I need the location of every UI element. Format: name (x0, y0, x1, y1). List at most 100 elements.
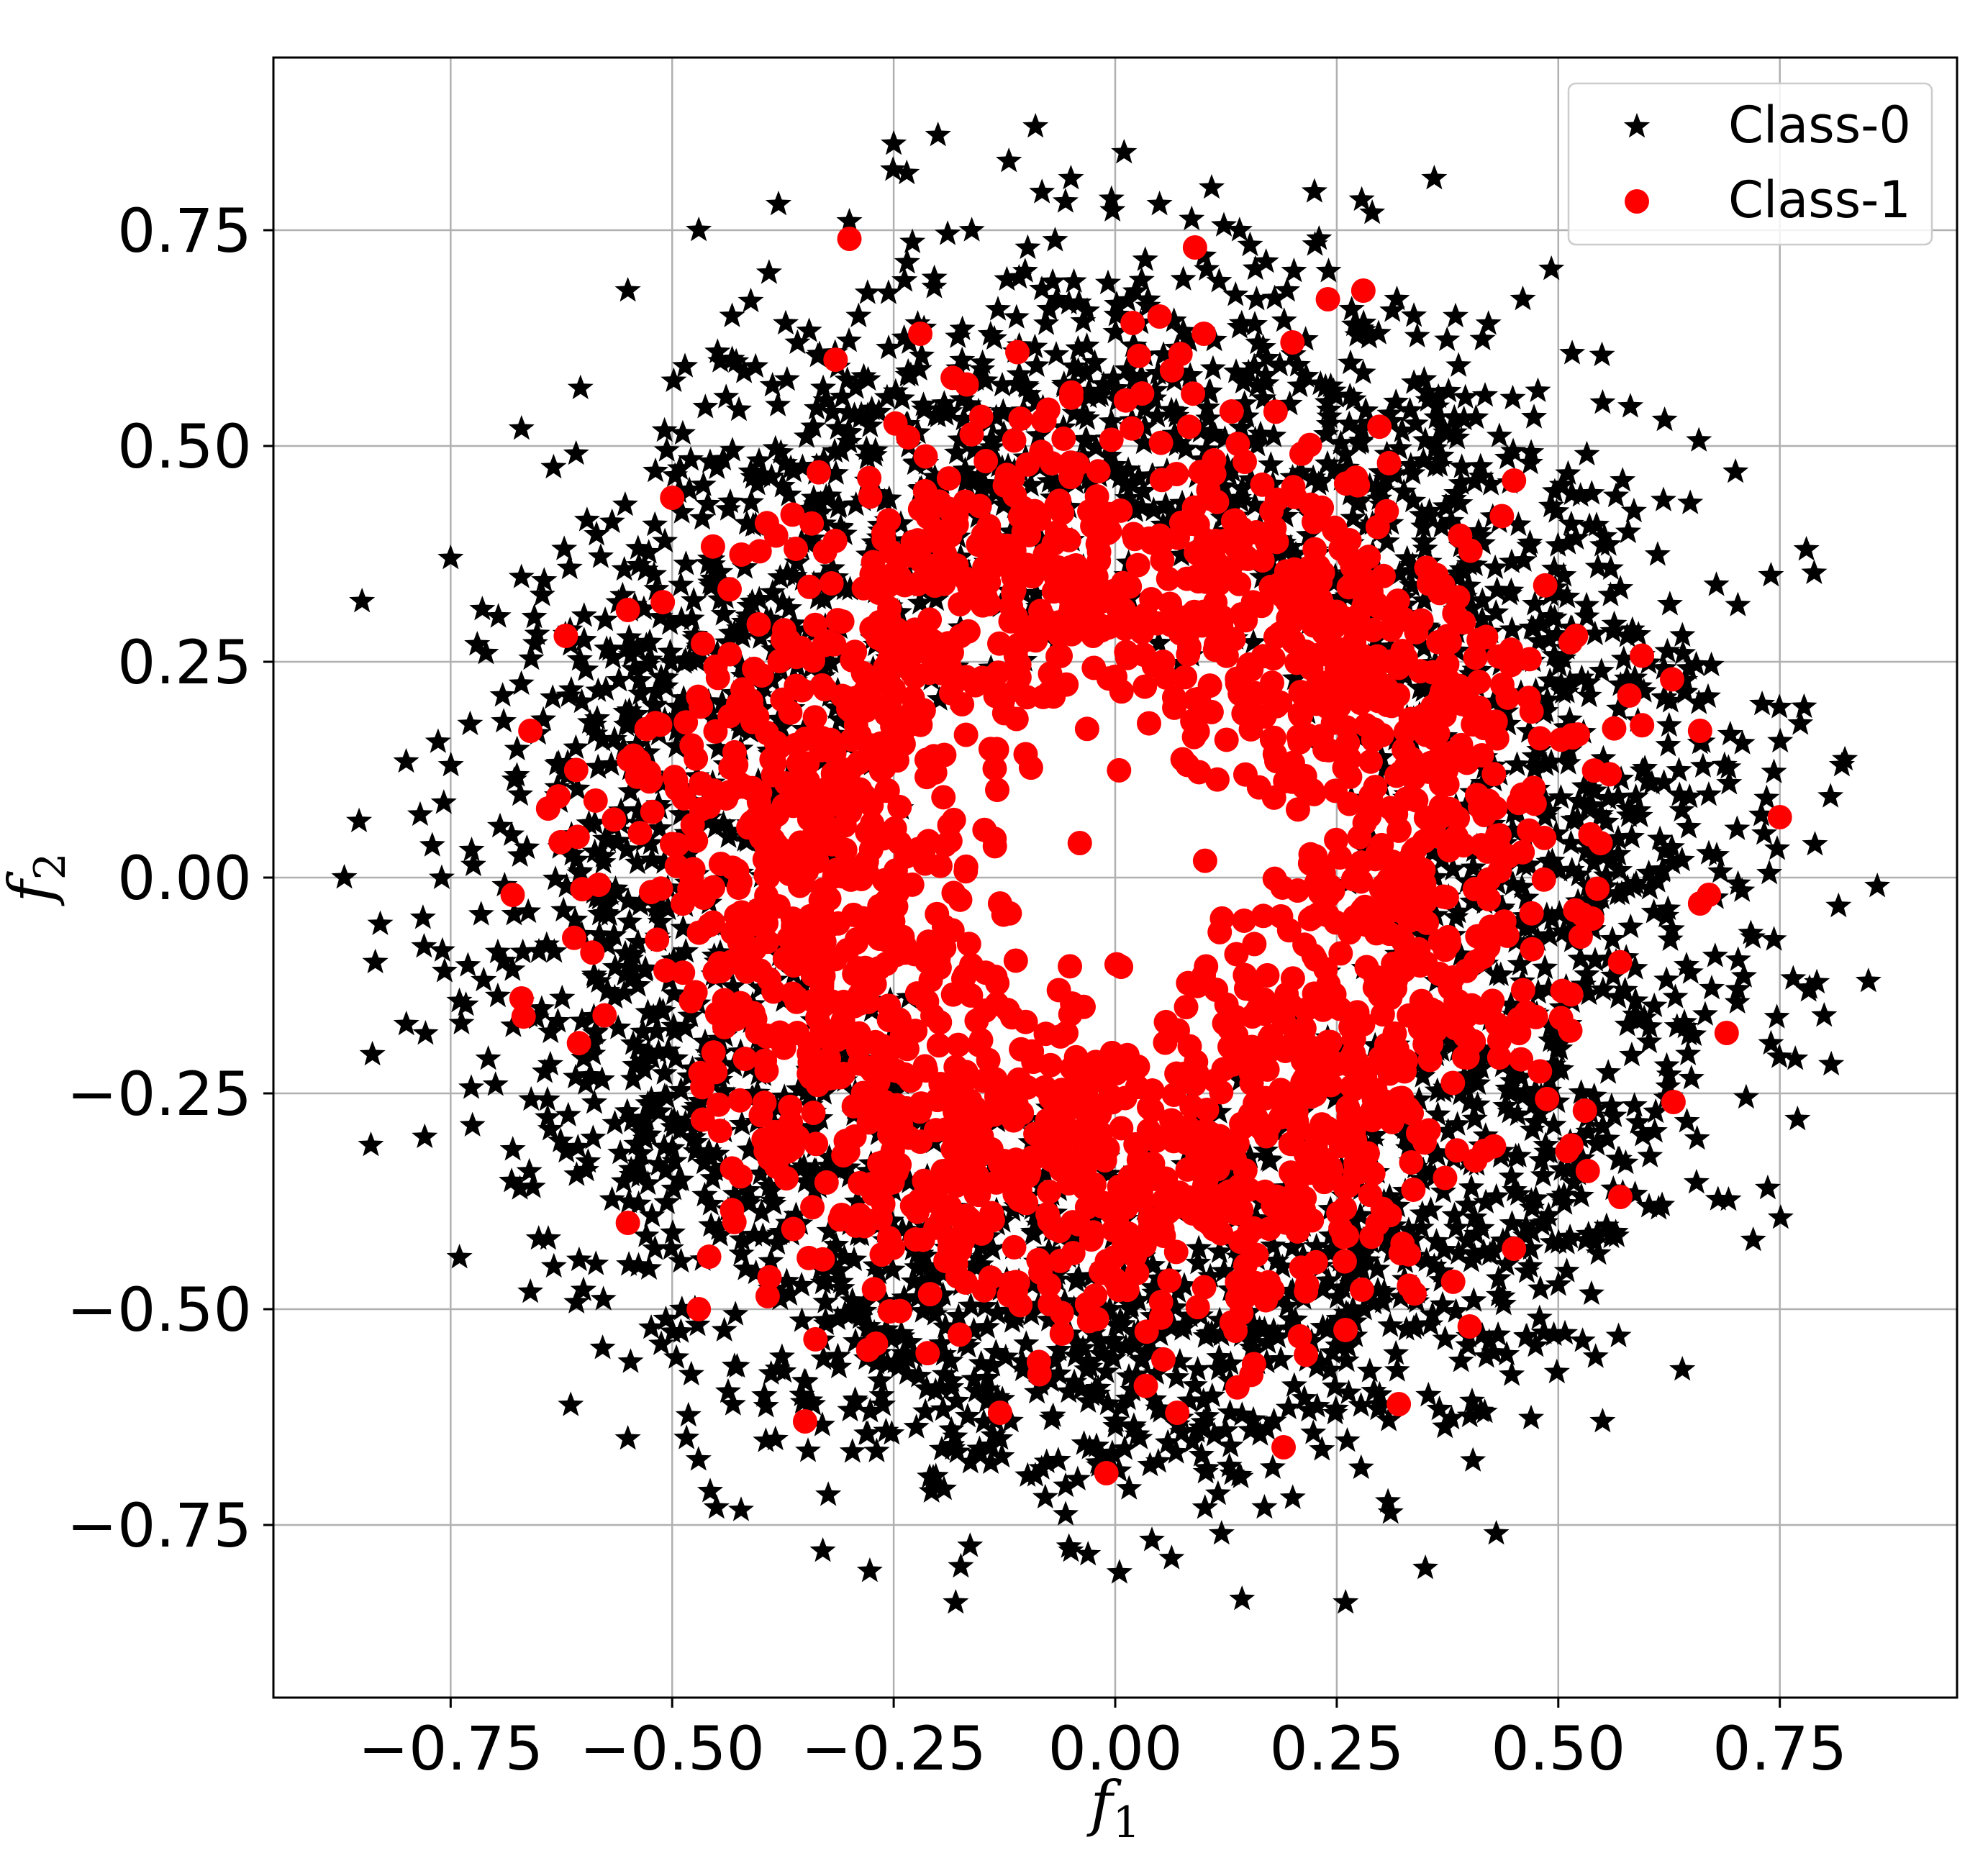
class-1-point (1397, 1003, 1422, 1028)
class-0-point (1492, 1093, 1519, 1118)
class-0-point (1386, 434, 1413, 460)
class-1-point (1391, 929, 1416, 954)
class-1-point (1379, 1109, 1404, 1134)
class-0-point (907, 589, 934, 615)
class-1-point (987, 1151, 1012, 1176)
class-0-point (1458, 1387, 1485, 1413)
class-0-point (606, 667, 632, 692)
class-0-point (1473, 1188, 1499, 1214)
class-0-point (843, 491, 869, 516)
class-0-point (890, 1339, 917, 1365)
class-0-point (1306, 225, 1333, 250)
class-0-point (565, 1134, 591, 1159)
class-0-point (980, 1421, 1007, 1447)
class-0-point (1695, 781, 1722, 806)
class-1-point (1255, 962, 1280, 988)
class-0-point (863, 1437, 890, 1462)
class-0-point (1610, 467, 1636, 492)
class-0-point (1764, 1003, 1790, 1029)
class-1-point (945, 1032, 971, 1057)
class-0-point (1467, 522, 1494, 547)
class-0-point (1115, 287, 1141, 312)
class-0-point (855, 1157, 882, 1183)
class-0-point (623, 1130, 650, 1156)
class-0-point (1471, 382, 1499, 407)
class-1-point (948, 591, 973, 616)
class-1-point (931, 785, 956, 810)
class-0-point (900, 1268, 927, 1293)
class-0-point (748, 624, 774, 649)
class-1-point (1440, 1269, 1466, 1294)
class-0-point (1210, 211, 1238, 237)
class-0-point (1241, 352, 1268, 378)
class-0-point (1656, 711, 1682, 737)
class-1-point (987, 631, 1012, 656)
class-0-point (1612, 1149, 1639, 1175)
class-1-point (806, 460, 831, 485)
class-0-point (874, 1350, 901, 1375)
class-0-point (1520, 1090, 1547, 1116)
class-0-point (684, 647, 711, 673)
class-0-point (1407, 675, 1433, 700)
class-0-point (966, 1439, 992, 1465)
class-0-point (1605, 983, 1632, 1009)
class-0-point (625, 1034, 652, 1060)
class-0-point (1205, 1355, 1232, 1380)
class-0-point (605, 1014, 632, 1039)
class-0-point (1320, 1235, 1346, 1261)
class-0-point (1455, 572, 1481, 598)
class-0-point (1480, 1339, 1507, 1364)
class-1-point (1148, 1290, 1174, 1315)
class-0-point (1548, 1156, 1575, 1181)
class-0-point (409, 904, 436, 929)
class-1-point (914, 989, 940, 1014)
class-1-point (1202, 637, 1227, 662)
class-0-point (753, 1393, 779, 1418)
class-0-point (1345, 723, 1371, 749)
class-0-point (983, 404, 1009, 429)
class-0-point (1604, 880, 1631, 906)
class-0-point (437, 752, 464, 777)
class-0-point (651, 1082, 678, 1108)
class-0-point (930, 1395, 956, 1421)
class-0-point (628, 1119, 655, 1144)
class-0-point (638, 1044, 665, 1070)
class-0-point (509, 938, 536, 964)
class-1-point (1259, 727, 1284, 752)
class-0-point (882, 378, 909, 403)
class-1-point (1517, 818, 1542, 843)
class-0-point (760, 578, 786, 604)
class-0-point (686, 1088, 713, 1113)
class-0-point (903, 1413, 930, 1439)
class-0-point (732, 554, 758, 579)
class-0-point (1415, 1381, 1442, 1407)
class-0-point (1307, 1349, 1334, 1374)
class-0-point (871, 487, 898, 513)
class-0-point (1009, 1356, 1036, 1382)
class-0-point (593, 899, 619, 925)
class-1-point (927, 647, 952, 673)
class-1-point (1002, 483, 1027, 508)
class-0-point (1454, 1227, 1481, 1252)
class-0-point (1341, 1207, 1368, 1232)
class-0-point (1098, 408, 1125, 433)
class-0-point (1029, 276, 1056, 301)
class-0-point (836, 208, 863, 233)
class-0-point (1158, 1544, 1185, 1570)
class-0-point (991, 420, 1017, 445)
class-0-point (1533, 751, 1559, 776)
class-1-point (984, 1170, 1009, 1195)
class-1-point (1499, 652, 1524, 678)
class-0-point (1250, 334, 1276, 359)
class-0-point (694, 491, 721, 516)
class-0-point (1112, 470, 1139, 496)
class-0-point (1422, 901, 1449, 926)
class-0-point (1758, 562, 1784, 587)
class-0-point (1061, 1295, 1087, 1320)
class-1-point (773, 1166, 799, 1191)
class-1-point (1051, 1129, 1076, 1154)
class-0-point (1689, 752, 1716, 778)
class-1-point (1223, 1004, 1248, 1029)
class-0-point (1261, 1407, 1287, 1433)
class-0-point (954, 1403, 981, 1428)
